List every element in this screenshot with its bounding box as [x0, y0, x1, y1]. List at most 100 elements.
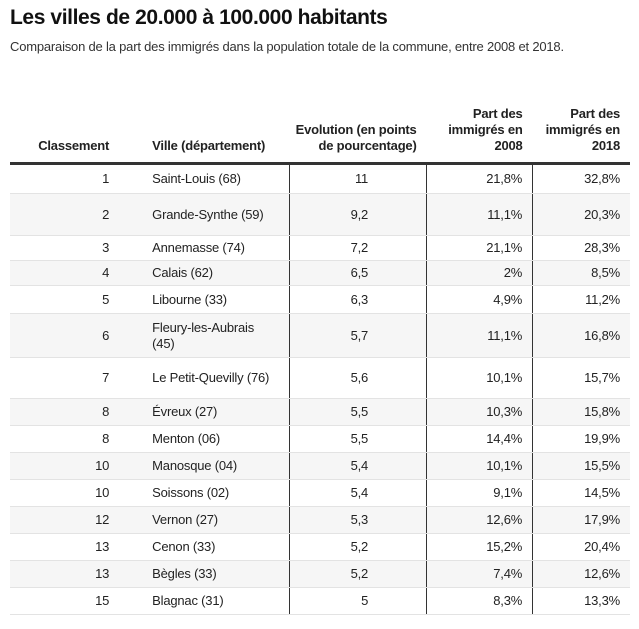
cell-ville: Saint-Louis (68)	[119, 163, 290, 194]
table-row: 8 Évreux (27) 5,5 10,3% 15,8%	[10, 398, 630, 426]
cell-ville: Annemasse (74)	[119, 235, 290, 261]
page-subtitle: Comparaison de la part des immigrés dans…	[10, 39, 564, 54]
cell-part-2008: 7,4%	[426, 560, 534, 588]
cell-evolution: 5,2	[289, 560, 428, 588]
table-row: 13 Bègles (33) 5,2 7,4% 12,6%	[10, 560, 630, 588]
cell-part-2018: 13,3%	[532, 587, 630, 615]
header-evolution: Evolution (en points de pourcentage)	[289, 98, 427, 165]
cell-part-2008: 9,1%	[426, 479, 534, 507]
cell-evolution: 5,2	[289, 533, 428, 561]
cell-part-2008: 15,2%	[426, 533, 534, 561]
cell-part-2008: 21,8%	[426, 163, 534, 194]
header-part-2018: Part des immigrés en 2018	[532, 98, 630, 165]
cell-evolution: 6,5	[289, 260, 428, 286]
cell-classement: 7	[10, 357, 120, 399]
cell-part-2008: 11,1%	[426, 193, 534, 236]
table-row: 7 Le Petit-Quevilly (76) 5,6 10,1% 15,7%	[10, 357, 630, 399]
cell-classement: 6	[10, 313, 120, 358]
cell-part-2018: 8,5%	[532, 260, 630, 286]
cell-ville: Menton (06)	[119, 425, 290, 453]
cell-ville: Évreux (27)	[119, 398, 290, 426]
cell-classement: 15	[10, 587, 120, 615]
table-header-row: Classement Ville (département) Evolution…	[10, 98, 630, 165]
cell-classement: 8	[10, 425, 120, 453]
header-part-2008: Part des immigrés en 2008	[426, 98, 533, 165]
page-title: Les villes de 20.000 à 100.000 habitants	[10, 6, 388, 29]
cell-part-2018: 14,5%	[532, 479, 630, 507]
cell-evolution: 5,6	[289, 357, 428, 399]
cell-evolution: 5,5	[289, 398, 428, 426]
cell-classement: 4	[10, 260, 120, 286]
cell-part-2018: 16,8%	[532, 313, 630, 358]
cell-part-2018: 19,9%	[532, 425, 630, 453]
cell-ville: Fleury-les-Aubrais (45)	[119, 313, 290, 358]
table-row: 8 Menton (06) 5,5 14,4% 19,9%	[10, 425, 630, 453]
cell-part-2018: 20,3%	[532, 193, 630, 236]
cell-part-2008: 2%	[426, 260, 534, 286]
cell-ville: Bègles (33)	[119, 560, 290, 588]
table-row: 10 Soissons (02) 5,4 9,1% 14,5%	[10, 479, 630, 507]
cell-classement: 2	[10, 193, 120, 236]
cell-evolution: 5,7	[289, 313, 428, 358]
header-classement: Classement	[10, 98, 120, 165]
table-row: 5 Libourne (33) 6,3 4,9% 11,2%	[10, 285, 630, 314]
cell-part-2018: 20,4%	[532, 533, 630, 561]
cell-classement: 10	[10, 479, 120, 507]
cell-part-2008: 10,3%	[426, 398, 534, 426]
header-ville: Ville (département)	[119, 98, 290, 165]
table-row: 10 Manosque (04) 5,4 10,1% 15,5%	[10, 452, 630, 480]
ranking-table: Classement Ville (département) Evolution…	[10, 98, 630, 615]
cell-part-2008: 4,9%	[426, 285, 534, 314]
cell-evolution: 5,4	[289, 452, 428, 480]
cell-part-2018: 17,9%	[532, 506, 630, 534]
cell-evolution: 9,2	[289, 193, 428, 236]
cell-classement: 3	[10, 235, 120, 261]
cell-evolution: 5,4	[289, 479, 428, 507]
table-row: 2 Grande-Synthe (59) 9,2 11,1% 20,3%	[10, 193, 630, 236]
cell-part-2018: 28,3%	[532, 235, 630, 261]
cell-part-2008: 11,1%	[426, 313, 534, 358]
cell-ville: Cenon (33)	[119, 533, 290, 561]
cell-part-2018: 32,8%	[532, 163, 630, 194]
cell-classement: 13	[10, 533, 120, 561]
cell-evolution: 5,5	[289, 425, 428, 453]
cell-evolution: 5,3	[289, 506, 428, 534]
cell-part-2018: 12,6%	[532, 560, 630, 588]
cell-part-2008: 12,6%	[426, 506, 534, 534]
cell-classement: 12	[10, 506, 120, 534]
table-row: 15 Blagnac (31) 5 8,3% 13,3%	[10, 587, 630, 615]
table-body: 1 Saint-Louis (68) 11 21,8% 32,8% 2 Grande-Syn…	[10, 163, 630, 615]
cell-part-2018: 15,5%	[532, 452, 630, 480]
table-row: 3 Annemasse (74) 7,2 21,1% 28,3%	[10, 235, 630, 261]
cell-part-2018: 15,7%	[532, 357, 630, 399]
table-row: 12 Vernon (27) 5,3 12,6% 17,9%	[10, 506, 630, 534]
cell-evolution: 7,2	[289, 235, 428, 261]
cell-part-2018: 11,2%	[532, 285, 630, 314]
cell-ville: Soissons (02)	[119, 479, 290, 507]
cell-evolution: 6,3	[289, 285, 428, 314]
cell-classement: 10	[10, 452, 120, 480]
table-row: 4 Calais (62) 6,5 2% 8,5%	[10, 260, 630, 286]
cell-part-2008: 8,3%	[426, 587, 534, 615]
cell-ville: Libourne (33)	[119, 285, 290, 314]
cell-ville: Calais (62)	[119, 260, 290, 286]
cell-classement: 8	[10, 398, 120, 426]
cell-ville: Le Petit-Quevilly (76)	[119, 357, 290, 399]
cell-part-2008: 10,1%	[426, 357, 534, 399]
cell-part-2008: 14,4%	[426, 425, 534, 453]
cell-evolution: 5	[289, 587, 428, 615]
table-row: 6 Fleury-les-Aubrais (45) 5,7 11,1% 16,8%	[10, 313, 630, 358]
cell-classement: 13	[10, 560, 120, 588]
cell-part-2008: 21,1%	[426, 235, 534, 261]
cell-classement: 5	[10, 285, 120, 314]
cell-ville: Manosque (04)	[119, 452, 290, 480]
cell-evolution: 11	[289, 163, 428, 194]
cell-ville: Grande-Synthe (59)	[119, 193, 290, 236]
cell-ville: Vernon (27)	[119, 506, 290, 534]
table-row: 1 Saint-Louis (68) 11 21,8% 32,8%	[10, 163, 630, 194]
cell-part-2018: 15,8%	[532, 398, 630, 426]
table-row: 13 Cenon (33) 5,2 15,2% 20,4%	[10, 533, 630, 561]
cell-classement: 1	[10, 163, 120, 194]
cell-ville: Blagnac (31)	[119, 587, 290, 615]
cell-part-2008: 10,1%	[426, 452, 534, 480]
